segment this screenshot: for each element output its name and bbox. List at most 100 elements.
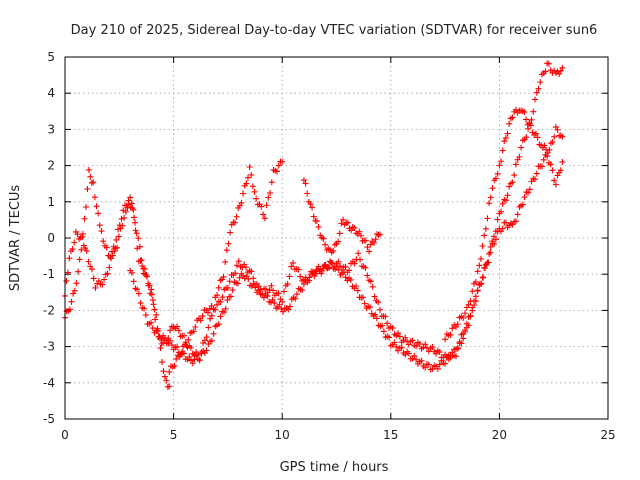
data-point [160,368,167,375]
data-point [286,273,293,280]
data-point [201,337,208,344]
data-point [257,286,264,293]
series-track-d [127,151,566,373]
data-point [523,134,530,141]
data-point [509,179,516,186]
data-point [532,176,539,183]
data-point [551,133,558,140]
data-point [357,232,364,239]
data-point [494,216,501,223]
data-point [486,250,493,257]
data-point [340,269,347,276]
data-point [384,320,391,327]
data-point [79,233,86,240]
data-point [359,294,366,301]
data-point [330,247,337,254]
data-point [248,268,255,275]
data-point [118,215,125,222]
data-point [487,243,494,250]
data-point [335,238,342,245]
data-point [82,203,89,210]
data-point [315,223,322,230]
y-tick-labels: -5 -4 -3 -2 -1 0 1 2 3 4 5 [43,50,55,426]
data-point [549,167,556,174]
data-point [276,301,283,308]
data-point [135,290,142,297]
data-point [375,232,382,239]
data-point [235,258,242,265]
data-point [494,170,501,177]
data-point [141,305,148,312]
data-point [380,328,387,335]
data-point [379,322,386,329]
axis-ticks [64,56,609,420]
data-point [125,197,132,204]
data-point [398,344,405,351]
data-point [81,215,88,222]
data-point [128,200,135,207]
data-point [532,130,539,137]
data-point [299,287,306,294]
data-point [226,278,233,285]
data-point [146,282,153,289]
data-point [499,225,506,232]
data-point [357,256,364,263]
data-point [541,142,548,149]
data-point [425,348,432,355]
data-point [506,120,513,127]
data-point [476,262,483,269]
data-point [467,298,474,305]
data-point [207,315,214,322]
data-point [284,280,291,287]
data-point [232,270,239,277]
data-point [551,177,558,184]
data-point [367,278,374,285]
data-point [163,377,170,384]
data-point [300,177,307,184]
y-tick-label: 2 [47,159,55,173]
data-point [402,351,409,358]
data-point [477,255,484,262]
data-point [351,224,358,231]
data-point [186,353,193,360]
data-point [73,280,80,287]
data-point [137,257,144,264]
data-point [250,275,257,282]
series-track-a [62,158,286,364]
data-point [76,256,83,263]
data-point [265,194,272,201]
data-point [224,297,231,304]
data-point [498,158,505,165]
data-point [481,232,488,239]
data-point [306,277,313,284]
data-point [100,238,107,245]
data-point [351,260,358,267]
data-point [544,149,551,156]
data-point [262,286,269,293]
data-point [376,306,383,313]
data-point [521,109,528,116]
data-point [433,350,440,357]
data-point [454,321,461,328]
data-point [525,189,532,196]
data-point [161,334,168,341]
data-point [68,298,75,305]
data-point [545,60,552,67]
data-point [252,284,259,291]
data-point [127,194,134,201]
data-point [479,243,486,250]
y-tick-label: -5 [43,412,55,426]
y-tick-label: 3 [47,122,55,136]
y-tick-label: -2 [43,303,55,317]
data-point [409,337,416,344]
data-point [217,298,224,305]
data-point [533,170,540,177]
data-point [249,183,256,190]
data-point [402,334,409,341]
data-point [442,336,449,343]
y-tick-label: -1 [43,267,55,281]
data-point [518,144,525,151]
data-point [113,236,120,243]
data-point [429,343,436,350]
data-point [486,200,493,207]
